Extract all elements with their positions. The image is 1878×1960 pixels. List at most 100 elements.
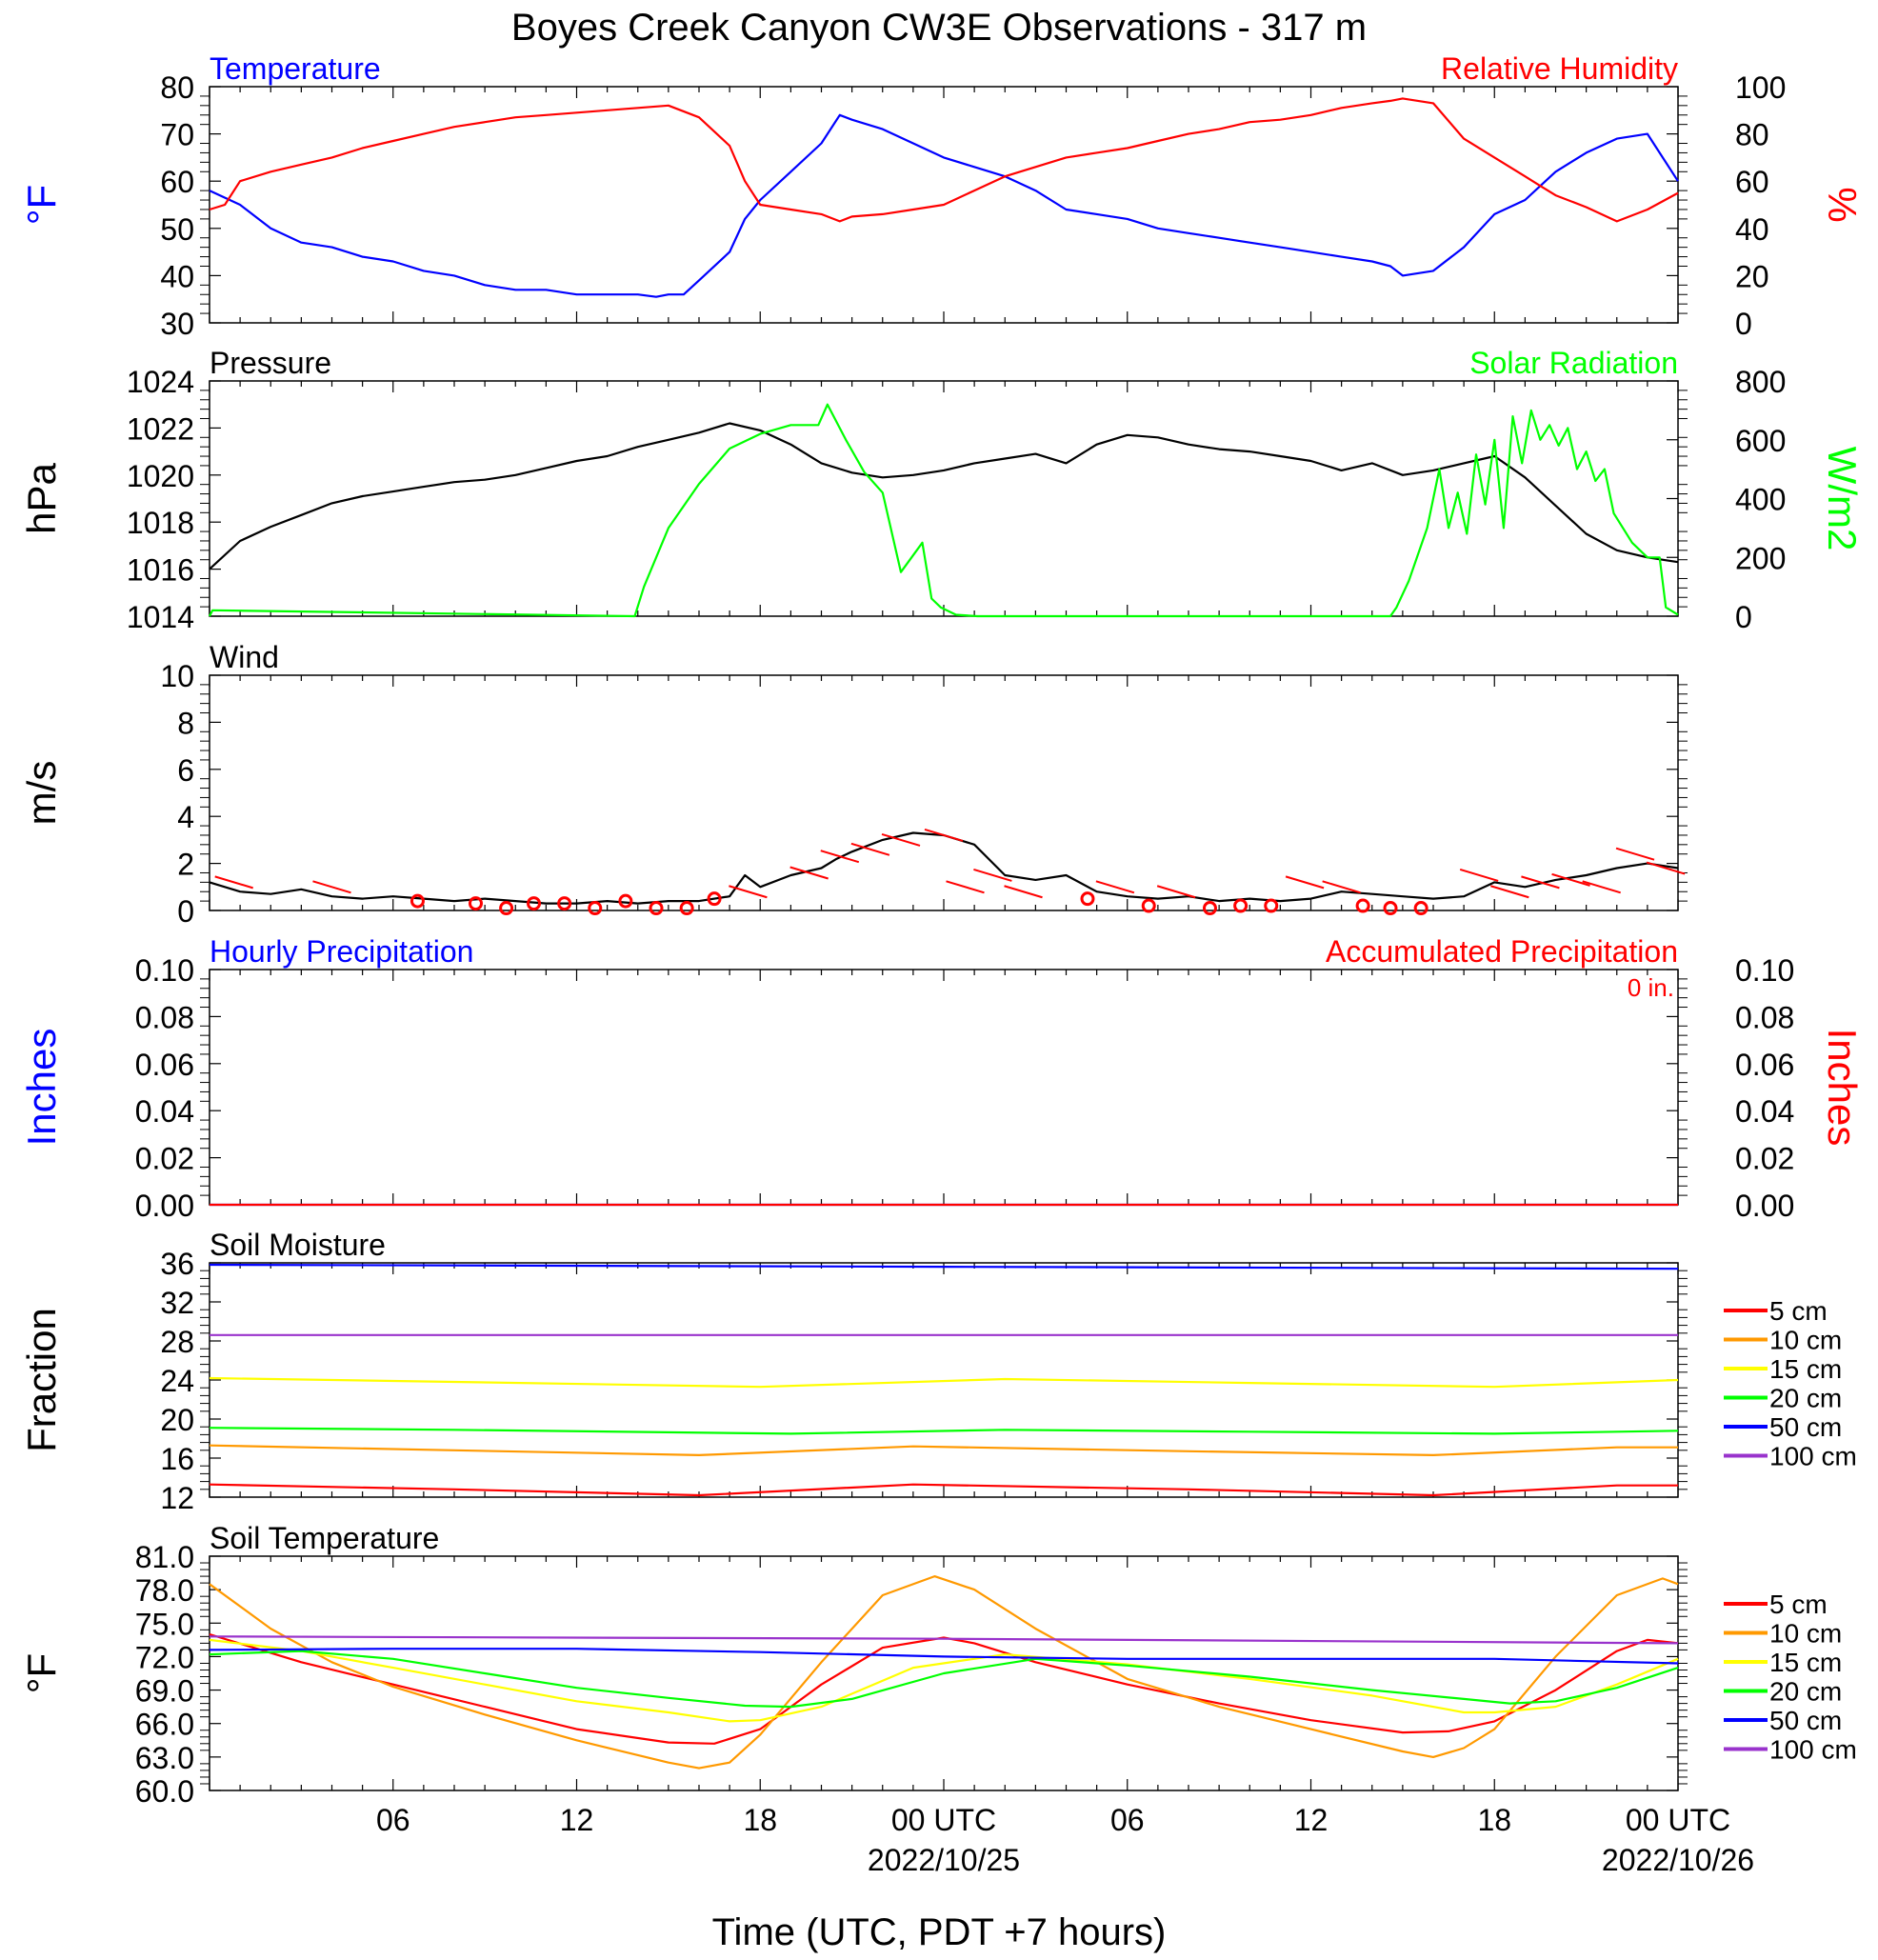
wind-barb-calm — [618, 893, 633, 909]
series-15-cm — [209, 1376, 1679, 1389]
y-tick-label-left: 70 — [160, 118, 194, 152]
wind-barb-calm — [499, 901, 514, 916]
panel-soil_temp: 60.063.066.069.072.075.078.081.0 Soil Tem… — [19, 1521, 1857, 1809]
y-axis-label-left: m/s — [19, 761, 64, 826]
wind-barb — [881, 832, 921, 847]
wind-barb-calm — [468, 896, 483, 911]
y-tick-label-left: 72.0 — [135, 1640, 194, 1674]
series-5-cm — [209, 1632, 1679, 1745]
y-tick-label-right: 40 — [1735, 212, 1769, 247]
wind-barb — [946, 880, 985, 894]
y-tick-label-left: 12 — [160, 1481, 194, 1515]
series-100-cm — [209, 1635, 1679, 1645]
y-tick-label-right: 0.08 — [1735, 1000, 1794, 1034]
y-tick-label-left: 4 — [177, 800, 194, 834]
wind-barb — [1156, 885, 1196, 899]
wind-barb — [1285, 875, 1325, 890]
x-tick-label: 18 — [743, 1803, 777, 1837]
legend-label: 20 cm — [1769, 1384, 1842, 1413]
y-tick-label-right: 800 — [1735, 365, 1786, 399]
wind-barb — [214, 875, 253, 890]
y-tick-label-left: 78.0 — [135, 1573, 194, 1608]
y-tick-label-left: 1018 — [127, 506, 194, 540]
panel-title-right: Relative Humidity — [1441, 51, 1678, 86]
series-15-cm — [209, 1638, 1679, 1723]
y-tick-label-left: 30 — [160, 307, 194, 341]
y-tick-label-left: 60 — [160, 165, 194, 199]
legend-label: 15 cm — [1769, 1648, 1842, 1677]
series-pressure — [209, 422, 1679, 570]
y-tick-label-left: 80 — [160, 70, 194, 105]
y-tick-label-right: 0 — [1735, 307, 1752, 341]
y-tick-label-left: 1024 — [127, 365, 194, 399]
wind-barb-calm — [1355, 898, 1370, 913]
y-axis-label-right: Inches — [1820, 1029, 1865, 1147]
wind-barb — [1322, 880, 1361, 894]
series-wind — [209, 831, 1679, 905]
panel-temp_rh: 30 40 50 60 70 80 0 20 40 60 80 100 Temperature Relat… — [19, 51, 1865, 341]
wind-barb-calm — [557, 896, 572, 911]
accumulated-total-note: 0 in. — [1628, 973, 1674, 1002]
y-tick-label-left: 0.10 — [135, 953, 194, 988]
panel-title-right: Solar Radiation — [1469, 346, 1678, 380]
series-relative-humidity — [209, 97, 1679, 223]
x-tick-label: 12 — [560, 1803, 594, 1837]
panel-title-left: Soil Moisture — [210, 1228, 386, 1262]
y-tick-label-left: 0.00 — [135, 1189, 194, 1223]
panel-pressure_solar: 1014 1016 1018 1020 1022 1024 0 200 400 600 800 Pre… — [19, 346, 1865, 634]
x-tick-label: 06 — [1110, 1803, 1145, 1837]
wind-barb-calm — [410, 893, 425, 909]
x-axis-label: Time (UTC, PDT +7 hours) — [712, 1911, 1167, 1953]
y-tick-label-left: 24 — [160, 1364, 194, 1398]
wind-barb — [850, 842, 890, 856]
x-tick-label: 18 — [1477, 1803, 1511, 1837]
y-tick-label-right: 0.02 — [1735, 1142, 1794, 1176]
legend-label: 5 cm — [1769, 1296, 1828, 1326]
y-tick-label-right: 60 — [1735, 165, 1769, 199]
legend-label: 20 cm — [1769, 1677, 1842, 1707]
y-tick-label-left: 0.04 — [135, 1094, 194, 1129]
y-tick-label-left: 60.0 — [135, 1774, 194, 1809]
wind-barb-calm — [707, 891, 722, 907]
y-axis-label-right: W/m2 — [1820, 447, 1865, 551]
y-tick-label-left: 1022 — [127, 411, 194, 446]
y-tick-label-right: 600 — [1735, 424, 1786, 458]
y-tick-label-left: 75.0 — [135, 1607, 194, 1641]
panel-title-left: Hourly Precipitation — [210, 934, 473, 969]
panel-title-left: Wind — [210, 640, 279, 674]
wind-barb-calm — [588, 901, 603, 916]
y-tick-label-left: 1016 — [127, 553, 194, 588]
y-tick-label-left: 0.08 — [135, 1000, 194, 1034]
y-tick-label-left: 8 — [177, 706, 194, 740]
y-axis-label-left: Inches — [19, 1029, 64, 1147]
panel-title-right: Accumulated Precipitation — [1326, 934, 1678, 969]
y-tick-label-left: 1014 — [127, 600, 194, 634]
wind-barb — [820, 850, 860, 864]
series-20-cm — [209, 1427, 1679, 1435]
y-tick-label-left: 32 — [160, 1286, 194, 1320]
y-axis-label-left: °F — [19, 1653, 64, 1693]
y-tick-label-left: 50 — [160, 212, 194, 247]
x-tick-label: 00 UTC — [891, 1803, 996, 1837]
wind-barb — [1582, 880, 1621, 894]
series-10-cm — [209, 1574, 1679, 1770]
wind-barb — [924, 829, 964, 842]
wind-barb-calm — [1413, 901, 1428, 916]
legend-label: 50 cm — [1769, 1706, 1842, 1735]
wind-barb — [312, 880, 351, 894]
x-tick-label: 12 — [1294, 1803, 1329, 1837]
y-tick-label-right: 80 — [1735, 118, 1769, 152]
y-tick-label-right: 400 — [1735, 483, 1786, 517]
y-axis-label-left: Fraction — [19, 1308, 64, 1452]
y-tick-label-right: 0.10 — [1735, 953, 1794, 988]
panel-wind: 0 2 4 6 8 10 Wind m/s — [19, 640, 1688, 929]
series-50-cm — [209, 1648, 1679, 1665]
wind-barb-calm — [1080, 891, 1095, 907]
series-50-cm — [209, 1263, 1679, 1270]
y-tick-label-right: 0 — [1735, 600, 1752, 634]
plot-frame — [209, 380, 1679, 617]
y-tick-label-left: 0.06 — [135, 1048, 194, 1082]
legend-label: 50 cm — [1769, 1412, 1842, 1442]
